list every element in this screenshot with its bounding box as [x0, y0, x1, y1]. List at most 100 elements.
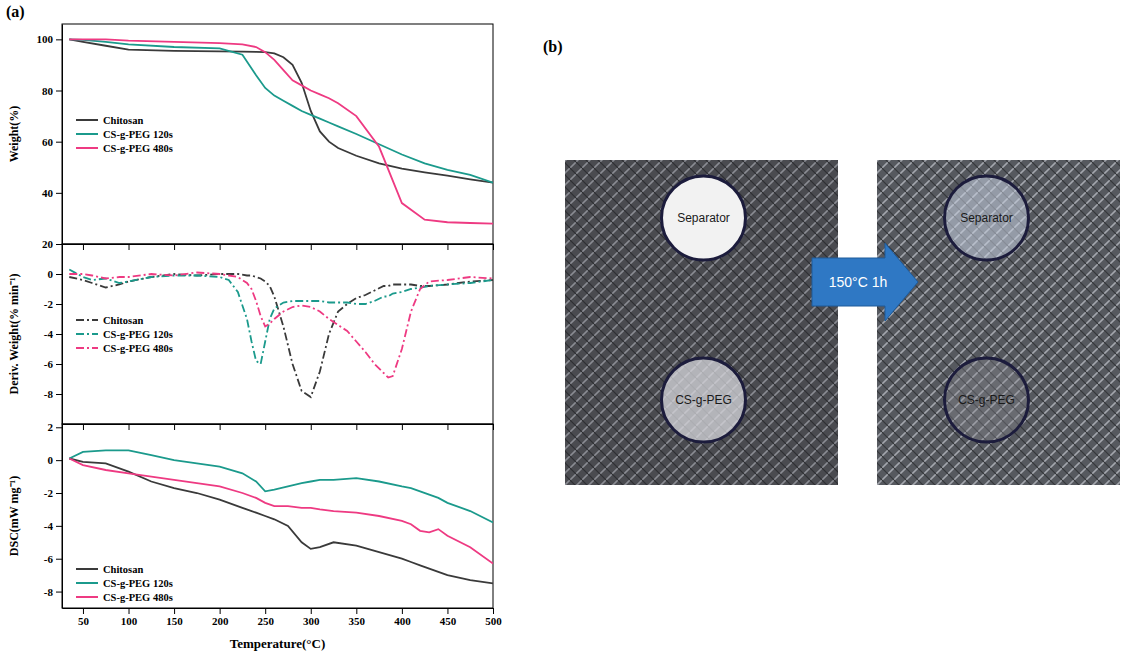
- y-tick: -8: [44, 388, 62, 400]
- x-tick: [174, 424, 175, 430]
- series-line: [69, 273, 493, 378]
- y-tick: 40: [42, 187, 62, 199]
- x-tick-mark: [402, 244, 403, 250]
- legend-item: Chitosan: [76, 315, 143, 326]
- x-tick-mark: [447, 608, 448, 614]
- y-tick: -2: [44, 298, 62, 310]
- photo-background: [565, 160, 838, 485]
- x-tick: [447, 244, 448, 250]
- y-tick-mark: [56, 364, 62, 365]
- x-tick: 400: [394, 608, 411, 627]
- y-tick-label: 0: [48, 268, 54, 280]
- y-tick-label: 80: [42, 85, 54, 97]
- x-tick-label: 150: [166, 615, 183, 627]
- legend-label: CS-g-PEG 120s: [103, 129, 173, 140]
- plot-area: [69, 39, 493, 223]
- y-tick-mark: [56, 39, 62, 40]
- x-tick: 150: [166, 608, 183, 627]
- arrow: 150°C 1h: [812, 243, 918, 321]
- y-tick-mark: [56, 460, 62, 461]
- x-tick: [83, 424, 84, 430]
- legend-label: CS-g-PEG 480s: [103, 343, 173, 354]
- x-tick-mark: [174, 424, 175, 430]
- y-tick-label: 0: [48, 454, 54, 466]
- y-axis: 0 -2 -4 -6 -8: [44, 245, 63, 425]
- y-tick-mark: [56, 427, 62, 428]
- x-tick: [311, 244, 312, 250]
- x-tick: 100: [121, 608, 138, 627]
- x-tick-label: 350: [349, 615, 366, 627]
- x-tick-label: 500: [485, 615, 502, 627]
- x-tick-mark: [220, 608, 221, 614]
- y-tick: 0: [48, 268, 63, 280]
- x-tick: [356, 424, 357, 430]
- legend-swatch: [76, 596, 98, 598]
- series-line: [69, 39, 493, 182]
- y-tick-label: -4: [44, 328, 54, 340]
- sample-disc: [945, 358, 1029, 442]
- x-tick-mark: [83, 608, 84, 614]
- y-tick: -6: [44, 358, 62, 370]
- y-tick: 2: [48, 421, 63, 433]
- y-tick-mark: [56, 244, 62, 245]
- x-tick-mark: [129, 244, 130, 250]
- x-tick: [174, 244, 175, 250]
- y-tick-mark: [56, 304, 62, 305]
- x-tick: [129, 244, 130, 250]
- x-tick: [220, 424, 221, 430]
- legend-label: CS-g-PEG 120s: [103, 329, 173, 340]
- legend-item: CS-g-PEG 480s: [76, 343, 173, 354]
- series-line: [69, 459, 493, 564]
- x-tick-mark: [129, 424, 130, 430]
- x-tick-mark: [311, 608, 312, 614]
- chart: 20406080100Weight(%)ChitosanCS-g-PEG 120…: [7, 24, 494, 250]
- legend-swatch: [76, 133, 98, 135]
- y-tick-label: -6: [44, 358, 54, 370]
- y-tick-label: 60: [42, 136, 54, 148]
- plot-area: [69, 270, 493, 398]
- y-tick-label: 2: [48, 421, 54, 433]
- legend-swatch: [76, 333, 98, 335]
- y-tick-mark: [56, 193, 62, 194]
- x-tick-mark: [129, 608, 130, 614]
- x-tick: 450: [440, 608, 457, 627]
- legend-swatch: [76, 119, 98, 121]
- sample-label: CS-g-PEG: [675, 393, 732, 407]
- photo: SeparatorCS-g-PEG: [877, 160, 1120, 485]
- y-tick: 80: [42, 85, 62, 97]
- plot-frame: [62, 424, 493, 608]
- y-tick-label: -6: [44, 553, 54, 565]
- legend: ChitosanCS-g-PEG 120sCS-g-PEG 480s: [76, 564, 173, 603]
- y-tick-label: -4: [44, 520, 54, 532]
- legend-item: CS-g-PEG 120s: [76, 129, 173, 140]
- y-tick-mark: [56, 334, 62, 335]
- x-axis-title: Temperature(°C): [230, 636, 325, 651]
- y-tick-mark: [56, 493, 62, 494]
- sample-disc: [662, 176, 746, 260]
- series-line: [69, 39, 493, 223]
- x-tick-label: 450: [440, 615, 457, 627]
- x-tick: [356, 244, 357, 250]
- x-tick-mark: [83, 424, 84, 430]
- series-line: [69, 39, 493, 182]
- x-tick-mark: [447, 424, 448, 430]
- x-tick-mark: [220, 244, 221, 250]
- legend-label: CS-g-PEG 120s: [103, 578, 173, 589]
- x-axis: [63, 244, 494, 250]
- x-tick-mark: [356, 608, 357, 614]
- x-tick: 200: [212, 608, 229, 627]
- legend-item: CS-g-PEG 120s: [76, 329, 173, 340]
- x-tick-mark: [356, 244, 357, 250]
- y-axis-title: Deriv. Weight(% min⁻¹): [7, 273, 21, 394]
- x-tick-label: 300: [303, 615, 320, 627]
- y-tick: -2: [44, 487, 62, 499]
- x-tick-mark: [402, 608, 403, 614]
- x-tick-mark: [311, 424, 312, 430]
- y-axis-title: Weight(%): [7, 106, 21, 163]
- x-tick: [402, 244, 403, 250]
- chart: 20-2-4-6-850100150200250300350400450500D…: [7, 421, 502, 651]
- x-tick-mark: [174, 244, 175, 250]
- legend-label: CS-g-PEG 480s: [103, 592, 173, 603]
- figure: (a)20406080100Weight(%)ChitosanCS-g-PEG …: [0, 0, 1126, 660]
- y-tick: -4: [44, 520, 62, 532]
